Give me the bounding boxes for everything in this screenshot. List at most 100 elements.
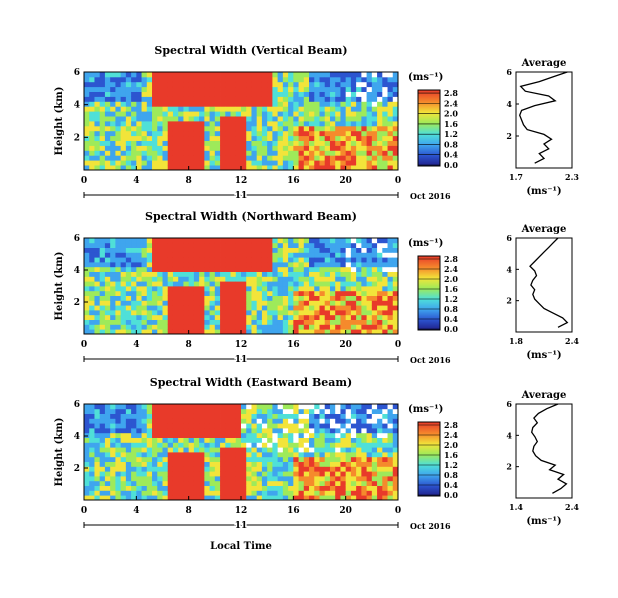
heatmap-cell	[110, 432, 116, 438]
heatmap-cell	[235, 295, 242, 301]
heatmap-cell	[267, 466, 273, 472]
heatmap-cell	[214, 165, 221, 171]
heatmap-cell	[382, 242, 388, 248]
heatmap-cell	[110, 91, 116, 97]
heatmap-cell	[272, 257, 279, 263]
heatmap-cell	[167, 81, 174, 88]
heatmap-cell	[131, 408, 137, 414]
heatmap-cell	[387, 404, 394, 410]
heatmap-cell	[220, 165, 226, 171]
heatmap-cell	[220, 310, 226, 316]
heatmap-cell	[146, 145, 153, 151]
heatmap-cell	[178, 145, 184, 151]
heatmap-cell	[104, 408, 111, 414]
heatmap-cell	[193, 404, 200, 410]
heatmap-cell	[230, 480, 237, 486]
heatmap-cell	[115, 81, 122, 88]
heatmap-cell	[141, 428, 148, 434]
heatmap-cell	[94, 329, 101, 335]
heatmap-cell	[110, 456, 116, 462]
x-axis-label: Local Time	[210, 541, 272, 552]
heatmap-cell	[356, 413, 362, 419]
heatmap-cell	[188, 257, 195, 263]
heatmap-cell	[272, 471, 279, 477]
heatmap-cell	[277, 257, 284, 263]
heatmap-cell	[335, 150, 341, 156]
heatmap-cell	[136, 140, 142, 146]
heatmap-cell	[246, 91, 252, 97]
heatmap-cell	[230, 495, 237, 501]
heatmap-cell	[120, 135, 127, 141]
heatmap-cell	[199, 76, 205, 83]
heatmap-cell	[172, 86, 179, 92]
heatmap-cell	[282, 452, 289, 458]
heatmap-cell	[272, 461, 279, 467]
heatmap-cell	[84, 238, 90, 244]
heatmap-cell	[340, 290, 347, 296]
heatmap-cell	[335, 257, 341, 263]
heatmap-cell	[188, 495, 195, 501]
heatmap-cell	[125, 271, 132, 277]
heatmap-cell	[309, 276, 315, 282]
heatmap-cell	[157, 276, 163, 282]
heatmap-cell	[361, 452, 367, 458]
heatmap-cell	[188, 86, 195, 92]
heatmap-cell	[110, 135, 116, 141]
heatmap-cell	[178, 101, 184, 107]
heatmap-cell	[183, 300, 190, 306]
heatmap-cell	[167, 106, 174, 112]
date-month: Oct 2016	[410, 191, 451, 201]
heatmap-cell	[225, 461, 231, 467]
heatmap-cell	[84, 257, 90, 263]
heatmap-cell	[350, 408, 357, 414]
heatmap-cell	[371, 495, 378, 501]
heatmap-cell	[335, 476, 341, 482]
heatmap-cell	[329, 471, 336, 477]
heatmap-cell	[256, 495, 263, 501]
heatmap-cell	[94, 262, 101, 268]
heatmap-cell	[288, 271, 294, 277]
heatmap-cell	[356, 329, 362, 335]
heatmap-cell	[178, 135, 184, 141]
heatmap-cell	[104, 490, 111, 496]
heatmap-cell	[136, 281, 142, 287]
heatmap-cell	[214, 485, 221, 491]
heatmap-cell	[115, 480, 122, 486]
average-frame	[515, 403, 573, 499]
heatmap-cell	[282, 81, 289, 88]
heatmap-cell	[314, 116, 320, 122]
heatmap-cell	[99, 242, 106, 248]
heatmap-cell	[246, 300, 252, 306]
heatmap-cell	[324, 480, 331, 486]
heatmap-cell	[387, 290, 394, 296]
heatmap-cell	[387, 271, 394, 277]
x-tick-label: 4	[133, 176, 139, 186]
heatmap-cell	[214, 404, 221, 410]
heatmap-cell	[225, 266, 231, 272]
panel-2: Spectral Width (Eastward Beam)246Height …	[54, 376, 579, 552]
date-day: 11	[235, 521, 248, 531]
heatmap-cell	[303, 96, 310, 102]
heatmap-cell	[110, 155, 116, 161]
heatmap-cell	[298, 238, 305, 244]
heatmap-cell	[172, 286, 179, 292]
heatmap-cell	[371, 329, 378, 335]
heatmap-cell	[104, 81, 111, 88]
heatmap-cell	[261, 111, 268, 117]
heatmap-cell	[293, 125, 299, 132]
heatmap-cell	[146, 447, 153, 453]
heatmap-cell	[84, 155, 90, 161]
heatmap-cell	[152, 96, 158, 102]
heatmap-cell	[345, 257, 352, 263]
heatmap-cell	[335, 76, 341, 83]
heatmap-cell	[131, 319, 137, 325]
heatmap-cell	[104, 155, 111, 161]
heatmap-cell	[120, 150, 127, 156]
heatmap-cell	[335, 96, 341, 102]
heatmap-cell	[382, 72, 388, 78]
heatmap-cell	[183, 456, 190, 462]
heatmap-cell	[115, 165, 122, 171]
heatmap-cell	[89, 262, 95, 268]
colorbar-tick-label: 0.4	[444, 480, 458, 490]
heatmap-cell	[209, 145, 216, 151]
